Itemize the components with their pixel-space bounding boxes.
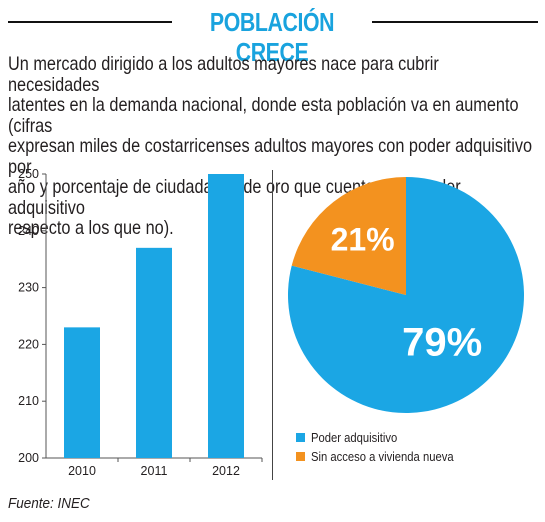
legend-label: Sin acceso a vivienda nueva [311,449,454,464]
description-line: expresan miles de costarricenses adultos… [8,135,533,178]
y-tick-label: 250 [18,167,39,181]
description: Un mercado dirigido a los adultos mayore… [8,54,534,239]
chart-divider [272,170,273,480]
y-tick-label: 210 [18,394,39,408]
legend-swatch-orange [296,452,305,461]
page-title: POBLACIÓN CRECE [209,7,335,67]
y-tick-label: 200 [18,451,39,465]
description-line: Un mercado dirigido a los adultos mayore… [8,53,439,96]
bar [64,327,100,458]
source-note: Fuente: INEC [8,495,90,512]
bar [208,174,244,458]
pie-chart: 79% 21% [288,177,524,413]
pie-slice [291,177,406,295]
y-tick-label: 220 [18,337,39,351]
title-rule-right [372,21,538,23]
pie-slice-label: 79% [402,321,482,365]
legend-label: Poder adquisitivo [311,430,398,445]
legend-swatch-blue [296,433,305,442]
pie-legend: Poder adquisitivo Sin acceso a vivienda … [296,428,469,466]
pie-slice-label: 21% [331,221,395,257]
legend-item: Sin acceso a vivienda nueva [296,447,469,466]
bar [136,247,172,458]
y-tick-label: 230 [18,281,39,295]
header: POBLACIÓN CRECE [0,0,545,67]
bar-chart: 200 210 220 230 240 250 2010 2011 2012 [18,167,263,478]
title-rule-left [8,21,172,23]
legend-item: Poder adquisitivo [296,428,469,447]
description-line: respecto a los que no). [8,217,174,239]
x-tick-label: 2012 [212,464,240,478]
description-line: latentes en la demanda nacional, donde e… [8,94,519,137]
x-tick-label: 2010 [68,464,96,478]
y-tick-label: 240 [18,224,39,238]
x-tick-label: 2011 [141,464,168,478]
